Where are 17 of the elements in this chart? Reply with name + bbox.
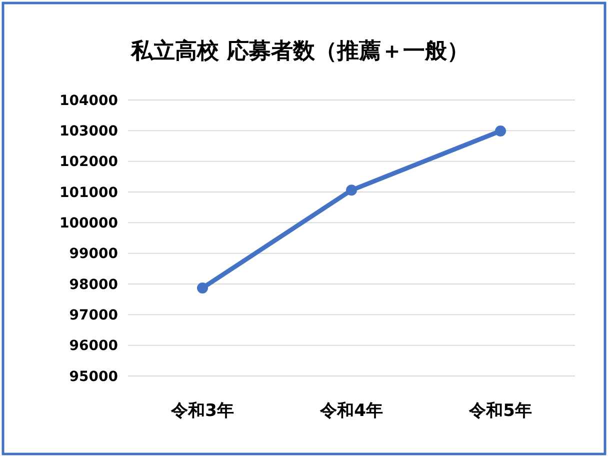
y-tick-label: 96000 bbox=[69, 338, 118, 354]
point bbox=[346, 184, 357, 196]
point bbox=[197, 282, 208, 294]
y-tick-label: 99000 bbox=[69, 246, 118, 262]
point bbox=[495, 125, 506, 136]
y-tick-label: 104000 bbox=[60, 92, 118, 109]
y-tick-label: 100000 bbox=[60, 216, 118, 232]
y-tick-label: 103000 bbox=[60, 124, 118, 140]
y-tick-label: 95000 bbox=[69, 368, 118, 385]
x-tick-label: 令和5年 bbox=[468, 401, 532, 421]
x-tick-label: 令和3年 bbox=[170, 401, 234, 421]
x-tick-label: 令和4年 bbox=[319, 401, 383, 421]
y-tick-label: 101000 bbox=[60, 184, 118, 201]
y-tick-label: 102000 bbox=[60, 154, 118, 170]
y-tick-label: 97000 bbox=[69, 308, 118, 324]
chart-title: 私立高校 応募者数（推薦＋一般） bbox=[130, 38, 469, 64]
y-tick-label: 98000 bbox=[69, 276, 118, 293]
